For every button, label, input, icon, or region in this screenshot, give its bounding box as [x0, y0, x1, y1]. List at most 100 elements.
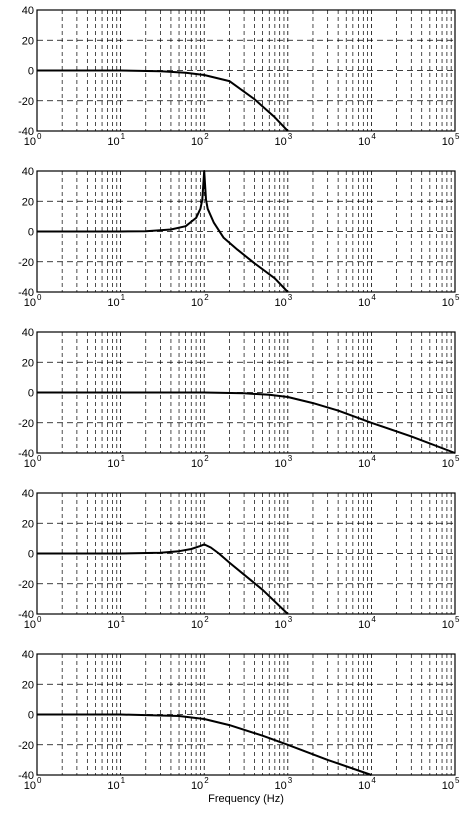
x-tick-label: 10 2 — [191, 776, 209, 792]
series-line — [37, 170, 289, 293]
x-tick-label: 10 5 — [442, 454, 460, 470]
x-tick-exponent: 2 — [204, 776, 209, 785]
x-tick-base: 10 — [191, 136, 203, 148]
y-tick-label: -20 — [18, 257, 34, 269]
y-tick-label: -40 — [18, 287, 34, 299]
x-tick-exponent: 2 — [204, 293, 209, 302]
x-tick-base: 10 — [107, 619, 119, 631]
x-tick-base: 10 — [358, 619, 370, 631]
x-tick-label: 10 4 — [358, 293, 376, 309]
x-tick-label: 10 0 — [24, 293, 42, 309]
series-line — [37, 713, 372, 776]
series-line — [37, 391, 456, 454]
y-tick-label: 0 — [28, 549, 34, 561]
y-tick-label: -20 — [18, 418, 34, 430]
x-tick-base: 10 — [275, 297, 287, 309]
x-tick-base: 10 — [358, 458, 370, 470]
x-tick-exponent: 1 — [121, 615, 126, 624]
x-tick-base: 10 — [24, 780, 36, 792]
y-tick-label: 40 — [22, 166, 34, 178]
x-tick-exponent: 2 — [204, 132, 209, 141]
series-line — [37, 69, 289, 132]
y-tick-label: 0 — [28, 227, 34, 239]
x-tick-base: 10 — [275, 619, 287, 631]
x-tick-label: 10 3 — [275, 293, 293, 309]
y-tick-label: 40 — [22, 327, 34, 339]
x-tick-label: 10 0 — [24, 132, 42, 148]
y-tick-label: 20 — [22, 196, 34, 208]
x-tick-label: 10 1 — [107, 132, 125, 148]
y-tick-label: -40 — [18, 126, 34, 138]
x-tick-label: 10 4 — [358, 132, 376, 148]
x-tick-exponent: 0 — [37, 615, 42, 624]
y-tick-label: 40 — [22, 649, 34, 661]
x-tick-exponent: 3 — [288, 132, 293, 141]
x-tick-exponent: 4 — [371, 454, 376, 463]
x-tick-base: 10 — [442, 780, 454, 792]
x-tick-label: 10 0 — [24, 615, 42, 631]
x-tick-exponent: 0 — [37, 454, 42, 463]
x-tick-exponent: 2 — [204, 615, 209, 624]
x-tick-label: 10 3 — [275, 132, 293, 148]
y-tick-label: 20 — [22, 357, 34, 369]
x-tick-base: 10 — [358, 136, 370, 148]
x-tick-label: 10 3 — [275, 454, 293, 470]
x-tick-base: 10 — [275, 780, 287, 792]
x-tick-label: 10 1 — [107, 776, 125, 792]
x-tick-exponent: 1 — [121, 776, 126, 785]
x-tick-exponent: 3 — [288, 454, 293, 463]
y-tick-label: -40 — [18, 448, 34, 460]
x-tick-exponent: 3 — [288, 615, 293, 624]
x-tick-label: 10 1 — [107, 293, 125, 309]
x-tick-label: 10 5 — [442, 776, 460, 792]
y-tick-label: 20 — [22, 518, 34, 530]
x-tick-base: 10 — [191, 619, 203, 631]
y-tick-label: -40 — [18, 770, 34, 782]
x-axis-label: Frequency (Hz) — [208, 793, 284, 805]
x-tick-label: 10 0 — [24, 454, 42, 470]
x-tick-exponent: 5 — [455, 132, 460, 141]
x-tick-label: 10 1 — [107, 615, 125, 631]
y-tick-label: -20 — [18, 740, 34, 752]
x-tick-base: 10 — [358, 297, 370, 309]
x-tick-label: 10 4 — [358, 776, 376, 792]
x-tick-label: 10 5 — [442, 132, 460, 148]
x-tick-exponent: 0 — [37, 132, 42, 141]
x-tick-base: 10 — [442, 136, 454, 148]
x-tick-base: 10 — [442, 619, 454, 631]
x-tick-exponent: 5 — [455, 454, 460, 463]
y-tick-label: -20 — [18, 96, 34, 108]
x-tick-label: 10 2 — [191, 615, 209, 631]
x-tick-exponent: 1 — [121, 293, 126, 302]
x-tick-label: 10 0 — [24, 776, 42, 792]
x-tick-exponent: 1 — [121, 454, 126, 463]
x-tick-label: 10 1 — [107, 454, 125, 470]
x-tick-exponent: 0 — [37, 293, 42, 302]
x-tick-label: 10 5 — [442, 293, 460, 309]
x-tick-exponent: 2 — [204, 454, 209, 463]
x-tick-exponent: 1 — [121, 132, 126, 141]
x-tick-exponent: 4 — [371, 293, 376, 302]
x-tick-base: 10 — [24, 458, 36, 470]
x-tick-exponent: 4 — [371, 776, 376, 785]
x-tick-base: 10 — [107, 780, 119, 792]
x-tick-label: 10 3 — [275, 776, 293, 792]
x-tick-base: 10 — [191, 780, 203, 792]
x-tick-base: 10 — [107, 458, 119, 470]
x-tick-base: 10 — [24, 297, 36, 309]
x-tick-exponent: 4 — [371, 615, 376, 624]
x-tick-base: 10 — [442, 297, 454, 309]
x-tick-exponent: 5 — [455, 293, 460, 302]
x-tick-exponent: 4 — [371, 132, 376, 141]
y-tick-label: 0 — [28, 388, 34, 400]
y-tick-label: 20 — [22, 679, 34, 691]
x-tick-base: 10 — [275, 458, 287, 470]
y-tick-label: 40 — [22, 488, 34, 500]
y-tick-label: -20 — [18, 579, 34, 591]
y-tick-label: -40 — [18, 609, 34, 621]
